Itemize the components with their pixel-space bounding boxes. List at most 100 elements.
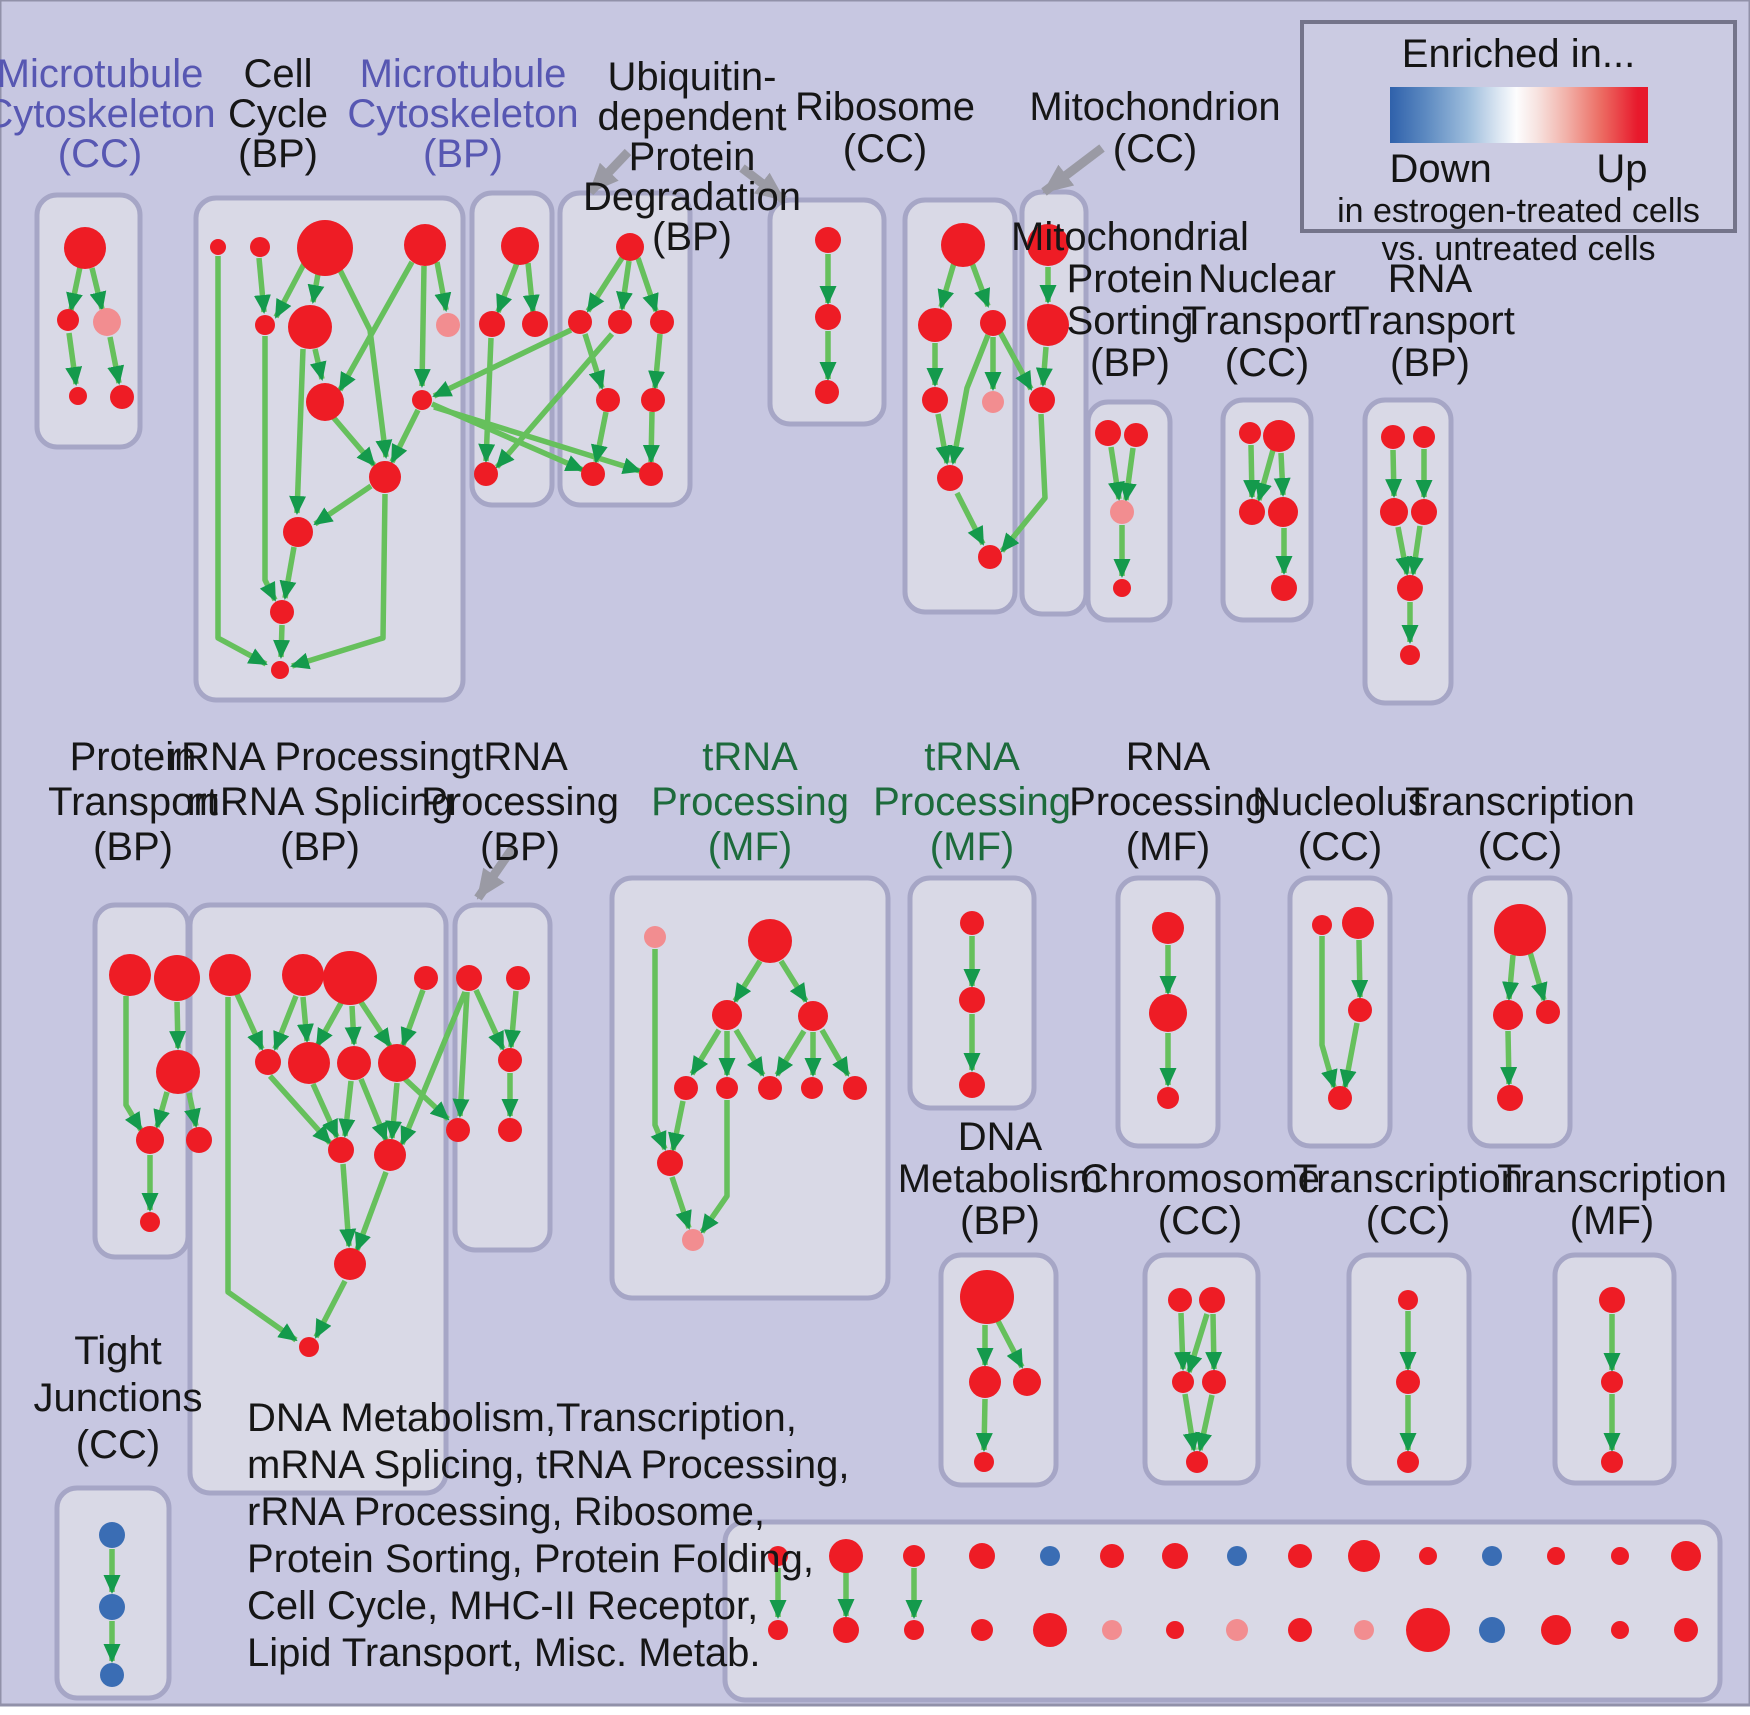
go-term-node (270, 600, 294, 624)
category-label-line: Ubiquitin- (608, 55, 777, 99)
category-label-ribosome: Ribosome (CC) (795, 85, 975, 171)
go-term-node (1271, 575, 1297, 601)
go-term-node (1100, 1544, 1124, 1568)
go-term-node (978, 545, 1002, 569)
go-term-node (1397, 575, 1423, 601)
go-term-node (639, 462, 663, 486)
go-term-node (608, 310, 632, 334)
go-term-node (1202, 1370, 1226, 1394)
category-label-line: Mitochondrion (1029, 85, 1280, 129)
enrichment-edge (668, 1100, 686, 1152)
enrichment-edge (1395, 526, 1413, 576)
go-term-node (1095, 420, 1121, 446)
pointer-arrow (1041, 144, 1105, 196)
enrichment-edge (66, 266, 83, 312)
enrichment-edge (313, 1279, 348, 1339)
enrichment-edge (1351, 939, 1369, 999)
category-label-line: Microtubule (360, 52, 567, 96)
go-term-node (904, 1620, 924, 1640)
go-term-node (1102, 1620, 1122, 1640)
go-term-node (100, 1663, 124, 1687)
go-term-node (1149, 994, 1187, 1032)
go-term-node (1029, 387, 1055, 413)
go-term-node (404, 224, 446, 266)
category-label-line: mRNA Splicing, tRNA Processing, (247, 1443, 849, 1487)
category-label-line: rRNA Processing, Ribosome, (247, 1490, 765, 1534)
enrichment-edge (296, 996, 314, 1043)
go-term-node (1168, 1288, 1192, 1312)
enrichment-edge (215, 256, 268, 667)
category-label-line: RNA (1388, 257, 1473, 301)
enrichment-edge (689, 1028, 722, 1076)
enrichment-edge (778, 959, 809, 1003)
go-term-node (922, 387, 948, 413)
category-label-misc-groups: DNA Metabolism,Transcription, mRNA Splici… (247, 1396, 849, 1675)
go-term-node (1419, 1547, 1437, 1565)
category-label-protein-transport: Protein Transport (BP) (48, 735, 218, 869)
enrichment-edge (314, 1001, 344, 1048)
go-term-node (1599, 1287, 1625, 1313)
go-term-node (1406, 1608, 1450, 1652)
category-label-line: Transport (48, 780, 218, 824)
go-term-node (959, 987, 985, 1013)
go-term-node (1013, 1368, 1041, 1396)
go-term-node (369, 461, 401, 493)
enrichment-edge (307, 273, 325, 304)
go-term-node (1113, 579, 1131, 597)
category-label-line: Cell (244, 52, 313, 96)
category-label-line: Junctions (34, 1376, 203, 1420)
enrichment-edge (313, 483, 373, 527)
go-term-node (1239, 422, 1261, 444)
enrichment-edge (344, 1005, 362, 1046)
go-term-node (297, 220, 353, 276)
category-label-line: (BP) (1090, 341, 1170, 385)
go-term-node (682, 1229, 704, 1251)
category-label-line: Ribosome (795, 85, 975, 129)
legend-caption-2: vs. untreated cells (1381, 230, 1656, 268)
go-term-node (154, 955, 200, 1001)
go-category-box-rna-transport (1362, 397, 1454, 706)
enrichment-edge (234, 992, 265, 1051)
go-category-box-trna-bp (452, 902, 553, 1253)
enrichment-edge (273, 624, 291, 659)
category-label-line: (MF) (1126, 825, 1210, 869)
go-term-node (1226, 1619, 1248, 1641)
enrichment-edge (699, 1100, 730, 1234)
go-term-node (99, 1522, 125, 1548)
go-term-node (479, 311, 505, 337)
legend-gradient-bar (1389, 87, 1648, 143)
category-label-line: Degradation (583, 175, 801, 219)
enrichment-edge (339, 1163, 357, 1248)
enrichment-edge (289, 348, 307, 515)
go-term-node (716, 1077, 738, 1099)
enrichment-edge (590, 411, 609, 464)
category-label-line: Cell Cycle, MHC-II Receptor, (247, 1584, 758, 1628)
go-term-node (109, 954, 151, 996)
category-label-line: Cytoskeleton (347, 92, 578, 136)
go-term-node (299, 1337, 319, 1357)
go-term-node (843, 1076, 867, 1100)
go-term-node (937, 465, 963, 491)
category-label-rna-transport: RNA Transport (BP) (1345, 257, 1515, 385)
enrichment-edge (330, 415, 377, 467)
category-label-line: Processing (873, 780, 1071, 824)
legend-caption-1: in estrogen-treated cells (1337, 192, 1700, 230)
enrichment-edge (495, 262, 520, 314)
go-term-node (522, 311, 548, 337)
go-term-node (1312, 915, 1332, 935)
go-term-node (833, 1617, 859, 1643)
go-term-node (1348, 998, 1372, 1022)
go-term-node (960, 1270, 1014, 1324)
enrichment-edge (337, 268, 393, 459)
category-label-line: Transcription (1293, 1157, 1523, 1201)
go-term-node (93, 308, 121, 336)
category-label-line: (CC) (1298, 825, 1382, 869)
enrichment-edge (337, 260, 415, 392)
category-label-line: Lipid Transport, Misc. Metab. (247, 1631, 761, 1675)
category-label-line: (BP) (238, 132, 318, 176)
go-term-node (815, 380, 839, 404)
enrichment-edge (309, 348, 327, 381)
go-term-node (374, 1139, 406, 1171)
go-term-node (1328, 1086, 1352, 1110)
go-term-node (1482, 1546, 1502, 1566)
